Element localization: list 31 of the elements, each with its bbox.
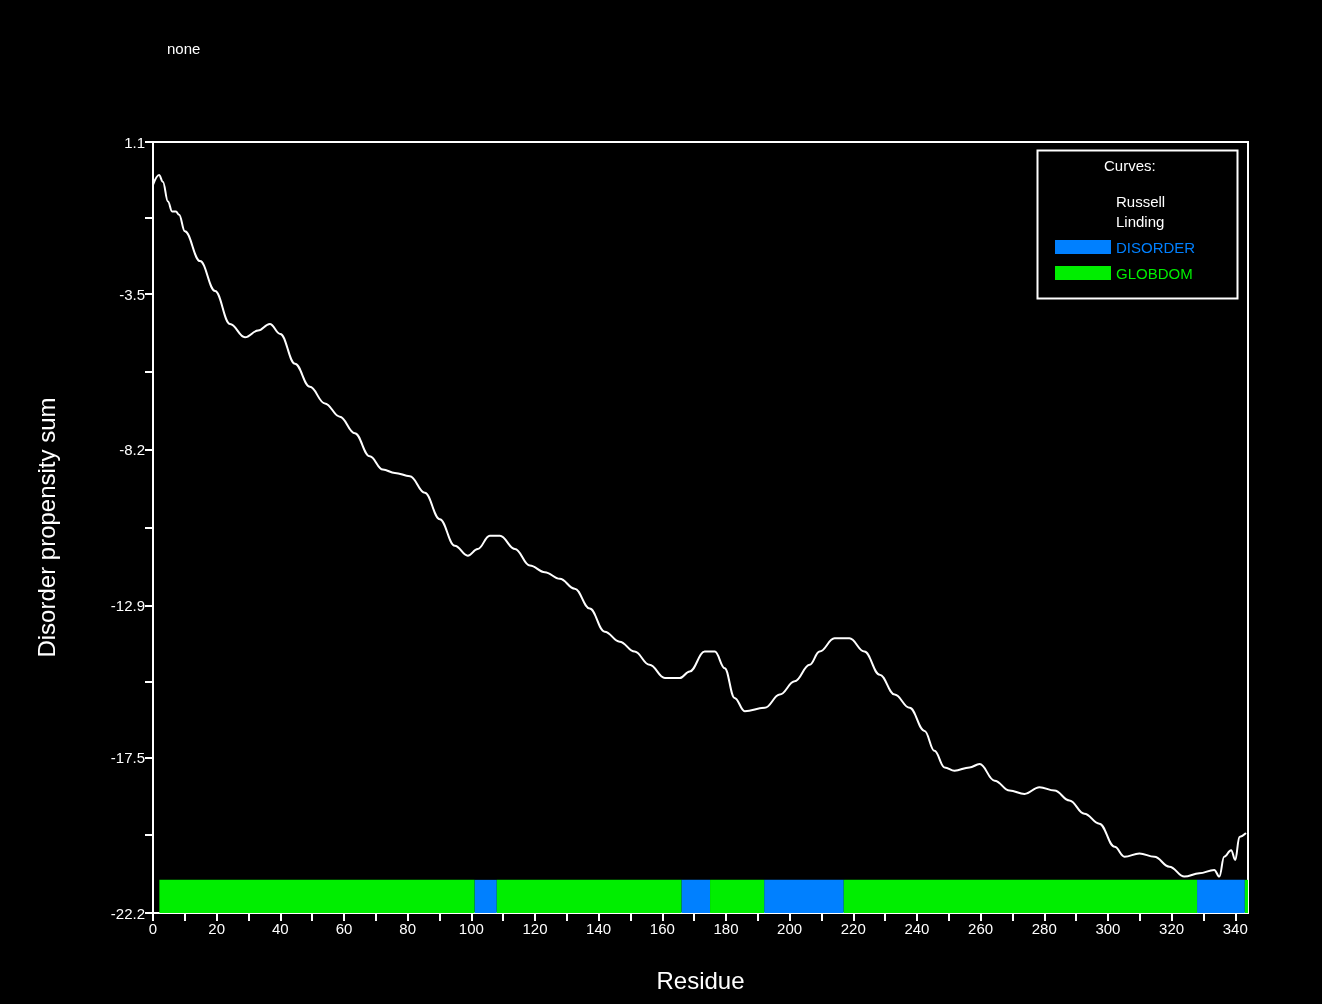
x-tick-label: 140 bbox=[586, 920, 612, 937]
x-tick-label: 340 bbox=[1222, 920, 1248, 937]
y-axis-title: Disorder propensity sum bbox=[32, 397, 60, 658]
x-tick-label: 240 bbox=[904, 920, 930, 937]
y-tick-label: -8.2 bbox=[119, 441, 145, 459]
y-tick-label: -17.5 bbox=[110, 748, 145, 766]
x-tick-label: 80 bbox=[399, 920, 416, 937]
text: Russell Linding bbox=[1116, 192, 1170, 230]
y-tick-label: 1.1 bbox=[124, 133, 145, 151]
x-tick-label: 200 bbox=[777, 920, 803, 937]
x-axis-title: Residue bbox=[656, 966, 745, 994]
x-tick-label: 160 bbox=[649, 920, 675, 937]
y-tick-label: -3.5 bbox=[119, 285, 145, 303]
x-tick-label: 20 bbox=[208, 920, 226, 937]
chart-title: none bbox=[167, 40, 201, 57]
x-tick-label: 180 bbox=[713, 920, 739, 937]
x-tick-label: 60 bbox=[335, 920, 353, 937]
x-tick-label: 260 bbox=[968, 920, 994, 937]
y-tick-label: -12.9 bbox=[110, 596, 145, 614]
legend-title: Curves: bbox=[1104, 157, 1156, 174]
legend-label: GLOBDOM bbox=[1116, 264, 1193, 282]
legend-label: DISORDER bbox=[1116, 238, 1196, 256]
x-tick-label: 220 bbox=[840, 920, 866, 937]
x-tick-label: 120 bbox=[522, 920, 548, 937]
x-tick-label: 280 bbox=[1031, 920, 1057, 937]
x-tick-label: 0 bbox=[148, 920, 158, 937]
x-tick-label: 300 bbox=[1095, 920, 1121, 937]
x-tick-label: 320 bbox=[1159, 920, 1185, 937]
y-tick-label: -22.2 bbox=[110, 904, 145, 922]
x-tick-label: 100 bbox=[458, 920, 484, 937]
x-tick-label: 40 bbox=[271, 920, 289, 937]
